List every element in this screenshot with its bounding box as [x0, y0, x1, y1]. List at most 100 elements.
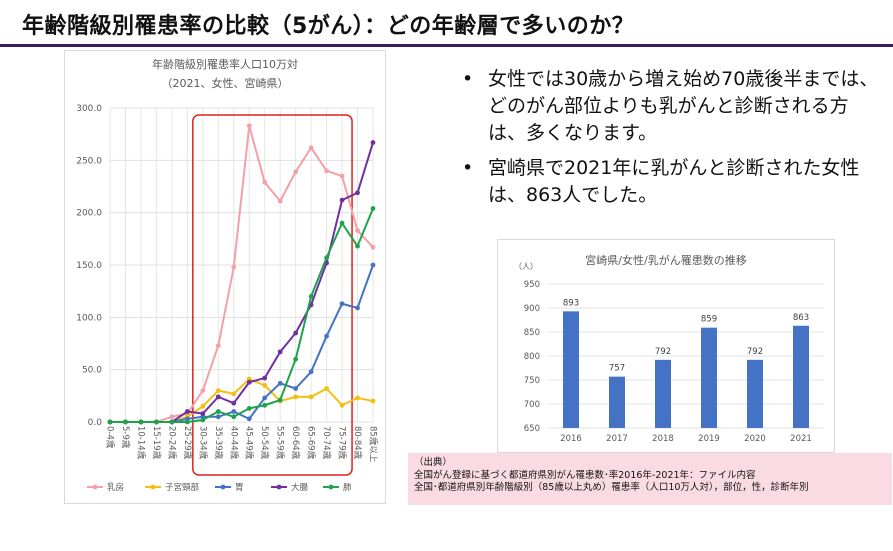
- data-point: [324, 333, 329, 339]
- bar: [655, 359, 671, 428]
- data-point: [215, 409, 221, 414]
- x-tick-label: 80-84歳: [352, 426, 363, 460]
- legend-label: 乳房: [107, 482, 124, 493]
- line-chart-title: 年齢階級別罹患率人口10万対: [152, 57, 298, 71]
- y-tick-label: 300.0: [76, 104, 102, 114]
- y-tick-label: 250.0: [76, 156, 102, 166]
- data-point: [262, 375, 268, 381]
- data-point: [215, 388, 221, 393]
- legend-marker: [150, 484, 156, 490]
- data-point: [231, 264, 237, 270]
- data-point: [370, 244, 376, 250]
- legend-marker: [220, 484, 226, 490]
- y-tick-label: 150.0: [76, 261, 102, 271]
- bar: [563, 311, 579, 428]
- bar: [701, 327, 717, 428]
- data-point: [246, 379, 252, 385]
- data-point: [246, 123, 252, 129]
- x-tick-label: 75-79歳: [337, 426, 348, 460]
- x-tick-label: 2017: [606, 434, 628, 444]
- highlight-box: [192, 114, 353, 476]
- data-point: [370, 398, 376, 404]
- y-tick-label: 750: [524, 376, 540, 386]
- line-chart-subtitle: （2021、女性、宮崎県）: [162, 76, 289, 90]
- bullet-item: • 女性では30歳から増え始め70歳後半までは、どのがん部位よりも乳がんと診断され…: [460, 66, 880, 147]
- x-tick-label: 2018: [652, 434, 674, 444]
- page-title: 年齢階級別罹患率の比較（5がん）：どの年齢層で多いのか？: [22, 14, 635, 39]
- data-point: [200, 417, 206, 423]
- x-tick-label: 2019: [698, 434, 720, 444]
- age-incidence-line-chart: 年齢階級別罹患率人口10万対 （2021、女性、宮崎県） 0.0 50.0 100.…: [64, 50, 386, 504]
- data-point: [355, 228, 360, 233]
- legend-marker: [328, 484, 334, 490]
- data-point: [277, 380, 283, 386]
- bar: [793, 325, 809, 428]
- data-point: [215, 394, 221, 400]
- series-line-0: [110, 124, 374, 423]
- x-tick-label: 55-59歳: [275, 426, 286, 460]
- x-tick-label: 70-74歳: [321, 426, 332, 460]
- bullet-text: 女性では30歳から増え始め70歳後半までは、どのがん部位よりも乳がんと診断される…: [488, 68, 879, 144]
- data-point: [231, 391, 237, 397]
- bar-value-label: 859: [701, 315, 717, 325]
- x-tick-label: 2016: [560, 434, 582, 444]
- x-tick-label: 2021: [790, 434, 812, 444]
- data-point: [200, 388, 206, 393]
- y-tick-label: 100.0: [76, 313, 102, 323]
- data-point: [107, 419, 113, 425]
- data-point: [262, 395, 268, 401]
- series-line-2: [110, 264, 374, 423]
- data-point: [293, 394, 299, 400]
- data-point: [169, 414, 175, 420]
- x-tick-label: 20-24歳: [166, 426, 177, 460]
- data-point: [324, 255, 329, 261]
- source-line: 全国･都道府県別年齢階級別（85歳以上丸め）罹患率（人口10万人対），部位，性，…: [414, 482, 809, 493]
- y-tick-label: 900: [524, 304, 540, 314]
- bar-chart-title: 宮崎県/女性/乳がん罹患数の推移: [585, 253, 746, 267]
- data-point: [355, 395, 360, 401]
- bullet-dot: •: [462, 68, 474, 90]
- y-tick-label: 200.0: [76, 209, 102, 219]
- x-tick-label: 25-29歳: [182, 426, 193, 460]
- data-point: [231, 414, 237, 420]
- bar-value-label: 792: [655, 347, 671, 357]
- y-tick-label: 950: [524, 280, 540, 290]
- legend-label: 大腸: [291, 482, 309, 493]
- line-chart-svg: 年齢階級別罹患率人口10万対 （2021、女性、宮崎県） 0.0 50.0 100.…: [76, 57, 379, 493]
- data-point: [355, 305, 360, 311]
- x-tick-label: 2020: [744, 434, 766, 444]
- legend-label: 子宮頸部: [165, 482, 200, 493]
- data-point: [339, 220, 345, 226]
- data-point: [355, 190, 360, 196]
- bullet-dot: •: [462, 157, 474, 179]
- series-line-3: [110, 142, 374, 423]
- series-line-4: [110, 208, 374, 423]
- data-point: [308, 369, 314, 375]
- data-point: [308, 394, 314, 400]
- data-point: [324, 386, 329, 391]
- bar-value-label: 893: [563, 298, 579, 308]
- source-line: 全国がん登録に基づく都道府県別がん罹患数･率2016年-2021年：ファイル内容: [414, 469, 756, 481]
- legend-marker: [276, 484, 282, 490]
- x-tick-label: 45-49歳: [244, 426, 255, 460]
- bar-value-label: 792: [747, 347, 763, 357]
- legend-marker: [92, 484, 98, 490]
- x-tick-label: 15-19歳: [151, 426, 162, 460]
- data-point: [370, 262, 376, 268]
- data-point: [308, 145, 314, 151]
- bar-chart-svg: 宮崎県/女性/乳がん罹患数の推移 （人） 650 700 750 800 850 900 9…: [514, 253, 824, 444]
- data-point: [154, 419, 159, 425]
- x-tick-label: 40-44歳: [228, 426, 239, 460]
- data-point: [262, 402, 268, 408]
- data-point: [339, 173, 345, 179]
- data-point: [339, 197, 345, 203]
- x-tick-label: 85歳以上: [368, 426, 379, 463]
- data-point: [138, 419, 144, 425]
- data-point: [184, 409, 190, 414]
- breast-cancer-trend-bar-chart: 宮崎県/女性/乳がん罹患数の推移 （人） 650 700 750 800 850 900 9…: [497, 239, 835, 453]
- x-tick-label: 10-14歳: [135, 426, 146, 460]
- data-point: [293, 356, 299, 362]
- data-point: [184, 419, 190, 425]
- data-point: [277, 349, 283, 355]
- data-point: [215, 343, 221, 348]
